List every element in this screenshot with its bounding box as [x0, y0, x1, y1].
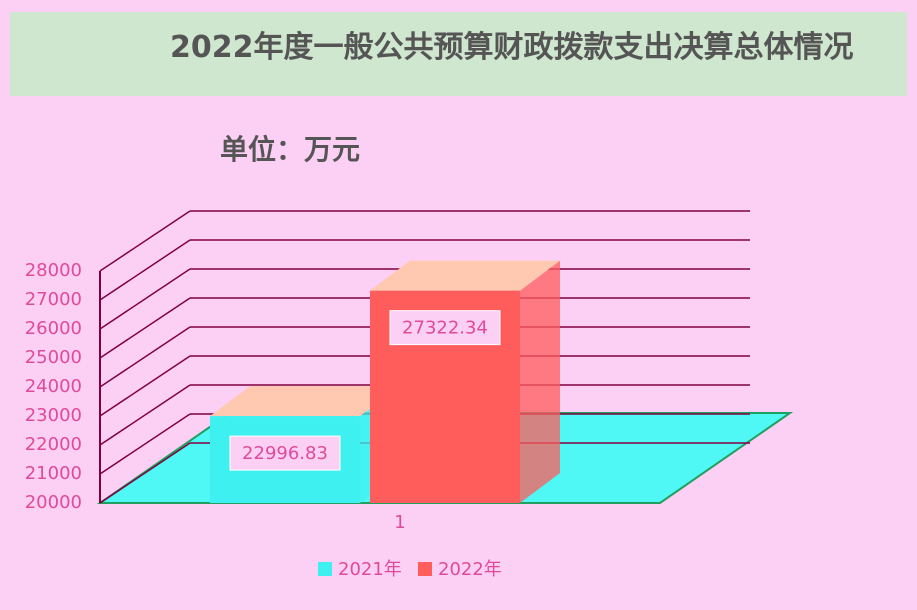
grid-line — [99, 239, 191, 301]
x-tick-label: 1 — [394, 512, 405, 533]
grid-line — [99, 210, 191, 272]
y-tick-label: 23000 — [25, 405, 82, 426]
legend-label: 2021年 — [338, 559, 402, 580]
legend-label: 2022年 — [438, 559, 502, 580]
y-tick-label: 26000 — [25, 318, 82, 339]
grid-line — [99, 442, 191, 504]
title-band — [10, 12, 907, 96]
chart-subtitle: 单位：万元 — [220, 133, 361, 166]
grid-line — [99, 413, 191, 475]
data-label-box — [389, 310, 501, 346]
y-tick-label: 24000 — [25, 376, 82, 397]
data-label: 27322.34 — [402, 318, 488, 339]
y-tick-label: 21000 — [25, 463, 82, 484]
bar-side — [520, 260, 560, 503]
y-tick-label: 20000 — [25, 492, 82, 513]
grid-line — [99, 326, 191, 388]
bar-top — [370, 260, 560, 291]
grid-line — [99, 384, 191, 446]
legend-swatch — [418, 562, 432, 576]
grid-line — [99, 268, 191, 330]
chart-title: 2022年度一般公共预算财政拨款支出决算总体情况 — [170, 30, 854, 65]
grid-line — [99, 355, 191, 417]
grid-line — [99, 297, 191, 359]
data-label: 22996.83 — [242, 443, 328, 464]
data-label-box — [229, 435, 341, 471]
legend-swatch — [318, 562, 332, 576]
y-tick-label: 25000 — [25, 347, 82, 368]
y-tick-label: 22000 — [25, 434, 82, 455]
y-tick-label: 27000 — [25, 289, 82, 310]
bar-top — [210, 386, 400, 417]
y-tick-label: 28000 — [25, 260, 82, 281]
